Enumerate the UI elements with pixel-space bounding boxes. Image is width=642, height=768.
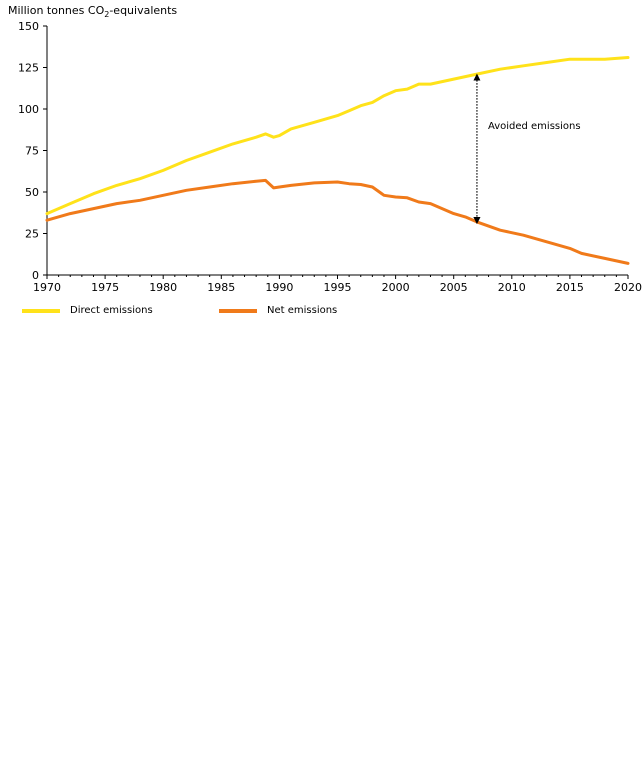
y-tick-label: 50 — [25, 186, 39, 199]
y-tick-label: 25 — [25, 228, 39, 241]
x-tick-label: 1980 — [149, 281, 177, 294]
x-tick-label: 1975 — [91, 281, 119, 294]
y-axis-title: Million tonnes CO2-equivalents — [8, 4, 178, 20]
legend-item-direct-emissions: Direct emissions — [22, 305, 153, 316]
x-tick-label: 1970 — [33, 281, 61, 294]
legend-item-net-emissions: Net emissions — [219, 305, 337, 316]
x-tick-label: 1990 — [265, 281, 293, 294]
x-tick-label: 2000 — [382, 281, 410, 294]
legend-label-direct: Direct emissions — [70, 305, 153, 316]
y-tick-label: 100 — [18, 103, 39, 116]
legend-label-net: Net emissions — [267, 305, 338, 316]
x-tick-label: 2010 — [498, 281, 526, 294]
series-line-net-emissions — [45, 178, 630, 265]
series-line-direct-emissions — [45, 56, 630, 216]
emissions-line-chart: 0 25 50 75 100 125 150 1970 1975 1980 1985 1990 1995… — [18, 20, 642, 294]
y-tick-label: 125 — [18, 62, 39, 75]
y-tick-label: 0 — [32, 269, 39, 282]
x-tick-label: 1995 — [324, 281, 352, 294]
y-tick-label: 150 — [18, 20, 39, 33]
y-tick-label: 75 — [25, 145, 39, 158]
x-tick-label: 2015 — [556, 281, 584, 294]
avoided-emissions-label: Avoided emissions — [488, 121, 581, 132]
legend-swatch-net — [219, 308, 257, 313]
x-tick-label: 2020 — [614, 281, 642, 294]
legend-swatch-direct — [22, 308, 60, 313]
x-tick-label: 2005 — [440, 281, 468, 294]
x-tick-label: 1985 — [207, 281, 235, 294]
